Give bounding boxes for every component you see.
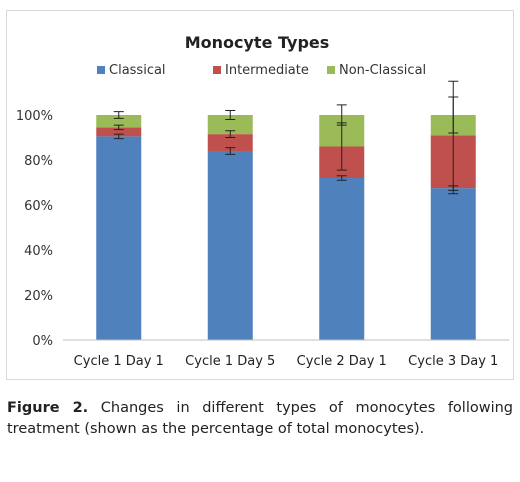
- x-tick-label-cycle-1-day-5: Cycle 1 Day 5: [185, 354, 275, 369]
- legend-swatch-classical: [97, 66, 105, 74]
- x-tick-label-cycle-1-day-1: Cycle 1 Day 1: [74, 354, 164, 369]
- error-bars: [113, 80, 459, 195]
- figure-caption: Figure 2. Changes in different types of …: [7, 398, 513, 440]
- legend-label-intermediate: Intermediate: [225, 63, 309, 78]
- legend-label-classical: Classical: [109, 63, 166, 78]
- chart-frame: Monocyte Types Classical Intermediate Non-…: [6, 10, 514, 380]
- error-bar-classical-cycle-1-day-5: [225, 147, 236, 155]
- chart-svg: Monocyte Types Classical Intermediate Non-…: [16, 33, 509, 369]
- legend-swatch-intermediate: [213, 66, 221, 74]
- error-bar-classical-cycle-1-day-1: [113, 133, 124, 140]
- y-tick-label: 60%: [24, 199, 53, 214]
- y-tick-label: 20%: [24, 289, 53, 304]
- bar-intermediate-cycle-1-day-1: [96, 127, 142, 137]
- error-bar-classical-cycle-2-day-1: [336, 175, 347, 181]
- error-bar-non-classical-cycle-1-day-5: [225, 110, 236, 120]
- y-tick-label: 40%: [24, 244, 53, 259]
- figure-label: Figure 2.: [7, 400, 89, 416]
- legend-swatch-non-classical: [327, 66, 335, 74]
- error-bar-intermediate-cycle-1-day-5: [225, 130, 236, 138]
- x-axis: Cycle 1 Day 1 Cycle 1 Day 5 Cycle 2 Day 1 C…: [63, 339, 509, 369]
- bar-classical-cycle-2-day-1: [319, 178, 365, 340]
- bar-classical-cycle-3-day-1: [430, 188, 476, 340]
- error-bar-non-classical-cycle-2-day-1: [336, 104, 347, 126]
- chart-legend: Classical Intermediate Non-Classical: [97, 63, 426, 78]
- bar-intermediate-cycle-1-day-5: [207, 134, 253, 151]
- error-bar-non-classical-cycle-3-day-1: [448, 96, 459, 134]
- chart-title: Monocyte Types: [185, 33, 330, 52]
- y-tick-label: 80%: [24, 154, 53, 169]
- bar-non-classical-cycle-1-day-5: [207, 115, 253, 135]
- legend-label-non-classical: Non-Classical: [339, 63, 426, 78]
- y-tick-label: 100%: [16, 109, 53, 124]
- bar-non-classical-cycle-1-day-1: [96, 115, 142, 128]
- error-bar-non-classical-cycle-1-day-1: [113, 111, 124, 119]
- bars: [96, 115, 476, 340]
- x-tick-label-cycle-3-day-1: Cycle 3 Day 1: [408, 354, 498, 369]
- bar-classical-cycle-1-day-5: [207, 151, 253, 340]
- error-bar-intermediate-cycle-1-day-1: [113, 124, 124, 131]
- y-tick-label: 0%: [32, 334, 53, 349]
- y-axis: 0% 20% 40% 60% 80% 100%: [16, 109, 53, 349]
- figure-caption-text: Changes in different types of monocytes …: [7, 400, 514, 437]
- bar-classical-cycle-1-day-1: [96, 136, 142, 340]
- x-tick-label-cycle-2-day-1: Cycle 2 Day 1: [297, 354, 387, 369]
